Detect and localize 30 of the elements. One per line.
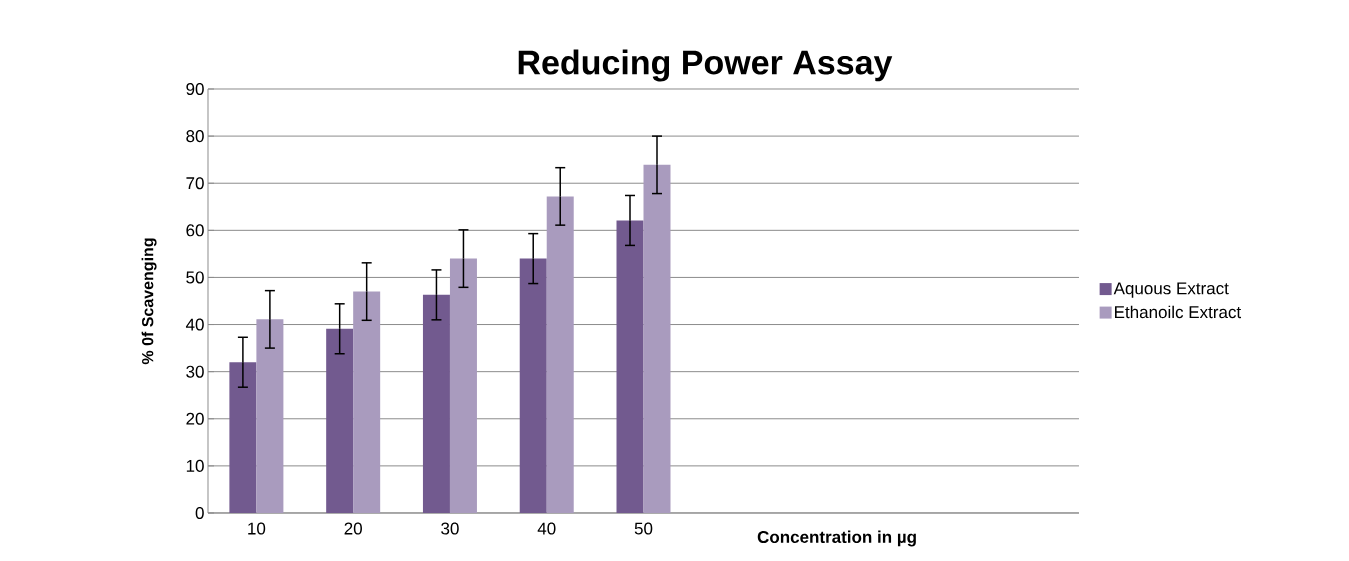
chart-title: Reducing Power Assay <box>518 49 893 82</box>
x-tick-label: 30 <box>441 522 459 535</box>
y-axis-title: % 0f Scavenging <box>141 238 157 365</box>
bar <box>422 294 450 513</box>
y-tick-label: 50 <box>186 271 204 284</box>
y-tick-label: 0 <box>195 506 204 520</box>
x-tick-label: 10 <box>248 522 266 535</box>
legend-label: Ethanoilc Extract <box>1115 305 1242 319</box>
y-tick-label: 70 <box>186 177 204 190</box>
y-tick-label: 20 <box>186 412 204 425</box>
bar <box>449 258 477 513</box>
x-tick-label: 20 <box>344 522 362 535</box>
x-axis-title: Concentration in µg <box>757 530 916 547</box>
bar <box>616 220 644 513</box>
x-tick-label: 50 <box>634 522 653 535</box>
bar <box>643 164 671 513</box>
bar <box>546 196 574 513</box>
y-tick-label: 10 <box>186 459 204 472</box>
y-tick-label: 90 <box>186 82 204 96</box>
bar <box>256 319 284 513</box>
bar <box>519 258 547 513</box>
y-tick-label: 60 <box>186 224 204 237</box>
bar <box>353 291 381 513</box>
x-tick-label: 40 <box>537 522 556 535</box>
bar <box>229 362 257 513</box>
y-tick-label: 40 <box>185 318 204 331</box>
y-tick-label: 80 <box>186 130 204 143</box>
legend-label: Aquous Extract <box>1113 282 1229 298</box>
bar <box>326 328 354 513</box>
y-tick-label: 30 <box>186 365 204 378</box>
